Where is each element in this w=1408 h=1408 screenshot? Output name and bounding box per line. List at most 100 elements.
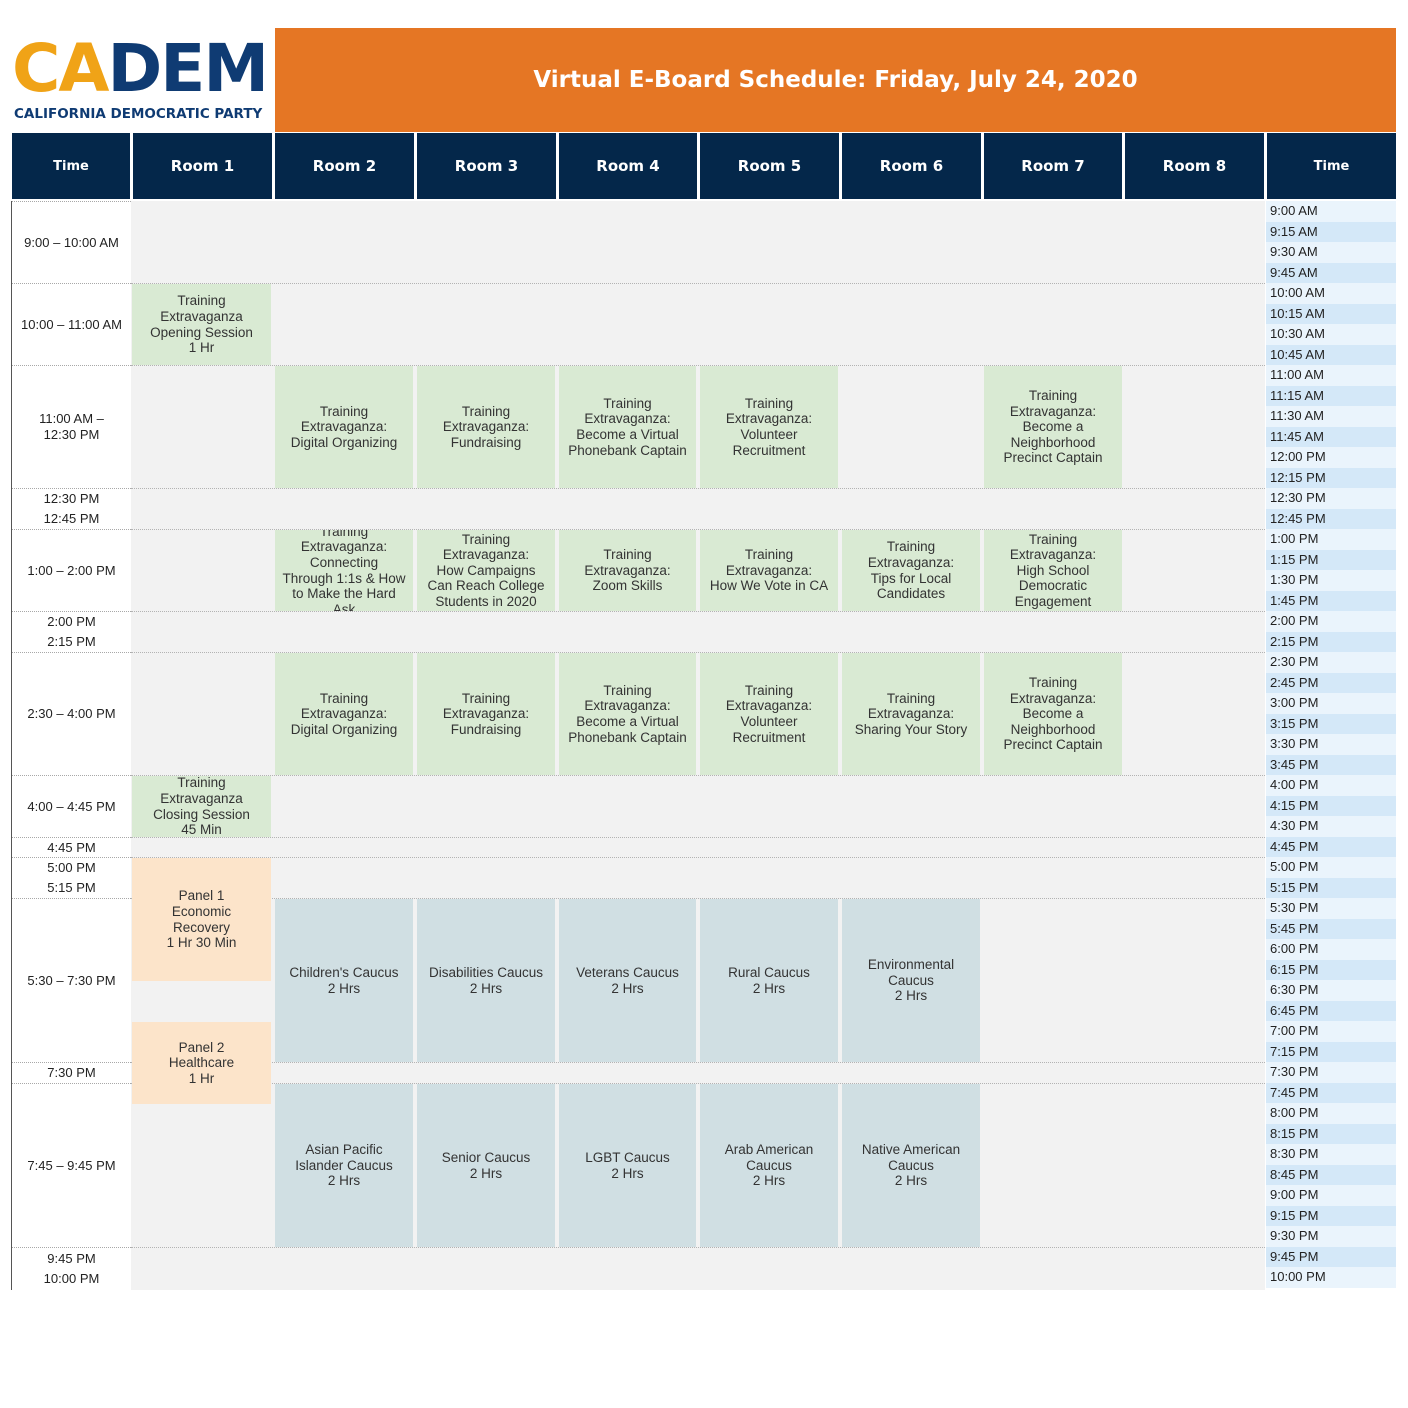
time-label: 9:00 – 10:00 AM (12, 201, 131, 283)
header-time-left: Time (12, 133, 130, 199)
event-training-high-school-engagement: Training Extravaganza: High School Democ… (984, 530, 1122, 611)
time-slot: 10:30 AM (1266, 324, 1396, 345)
time-label: 10:00 – 11:00 AM (12, 283, 131, 365)
time-slot: 8:00 PM (1266, 1103, 1396, 1124)
time-slot: 1:00 PM (1266, 529, 1396, 550)
header-room-4: Room 4 (559, 133, 697, 199)
time-slot: 6:30 PM (1266, 980, 1396, 1001)
time-slot: 8:30 PM (1266, 1144, 1396, 1165)
time-slot: 9:30 PM (1266, 1226, 1396, 1247)
time-slot: 2:45 PM (1266, 672, 1396, 693)
header-room-1: Room 1 (133, 133, 272, 199)
time-label: 2:30 – 4:00 PM (12, 652, 131, 775)
event-training-local-candidates: Training Extravaganza: Tips for Local Ca… (842, 530, 980, 611)
event-caucus-senior: Senior Caucus 2 Hrs (417, 1084, 555, 1247)
time-slot: 3:45 PM (1266, 754, 1396, 775)
time-slot: 10:15 AM (1266, 303, 1396, 324)
row-divider (131, 611, 1265, 612)
event-training-college-students: Training Extravaganza: How Campaigns Can… (417, 530, 555, 611)
event-panel-economic-recovery: Panel 1 Economic Recovery 1 Hr 30 Min (132, 858, 271, 981)
event-training-opening-session: Training Extravaganza Opening Session 1 … (132, 284, 271, 365)
time-slot: 5:15 PM (1266, 877, 1396, 898)
event-training-volunteer-recruitment: Training Extravaganza: Volunteer Recruit… (700, 366, 838, 488)
time-slot: 9:45 PM (1266, 1246, 1396, 1267)
title-banner: Virtual E-Board Schedule: Friday, July 2… (275, 28, 1396, 132)
time-slot: 7:00 PM (1266, 1021, 1396, 1042)
time-slot: 9:15 AM (1266, 221, 1396, 242)
time-slot: 11:15 AM (1266, 385, 1396, 406)
event-caucus-native-american: Native American Caucus 2 Hrs (842, 1084, 980, 1247)
time-slot: 4:15 PM (1266, 795, 1396, 816)
event-training-volunteer-recruitment: Training Extravaganza: Volunteer Recruit… (700, 653, 838, 775)
time-slot: 11:30 AM (1266, 406, 1396, 427)
time-slot: 9:45 AM (1266, 262, 1396, 283)
event-training-closing-session: Training Extravaganza Closing Session 45… (132, 776, 271, 837)
header-time-right: Time (1267, 133, 1396, 199)
row-divider (131, 1062, 1265, 1063)
time-label: 4:00 – 4:45 PM (12, 775, 131, 837)
time-slot: 7:45 PM (1266, 1082, 1396, 1103)
event-training-digital-organizing: Training Extravaganza: Digital Organizin… (275, 366, 413, 488)
time-slot: 7:15 PM (1266, 1041, 1396, 1062)
time-slot: 1:45 PM (1266, 590, 1396, 611)
time-slot: 9:00 PM (1266, 1185, 1396, 1206)
event-caucus-asian-pacific-islander: Asian Pacific Islander Caucus 2 Hrs (275, 1084, 413, 1247)
row-divider (131, 652, 1265, 653)
row-divider (131, 488, 1265, 489)
time-slot: 3:00 PM (1266, 693, 1396, 714)
header-room-8: Room 8 (1125, 133, 1264, 199)
time-slot: 8:15 PM (1266, 1123, 1396, 1144)
event-training-zoom-skills: Training Extravaganza: Zoom Skills (559, 530, 696, 611)
time-slot: 8:45 PM (1266, 1164, 1396, 1185)
time-label: 7:30 PM (12, 1062, 131, 1083)
event-caucus-veterans: Veterans Caucus 2 Hrs (559, 899, 696, 1062)
row-divider (131, 837, 1265, 838)
time-label: 2:00 PM 2:15 PM (12, 611, 131, 652)
event-caucus-lgbt: LGBT Caucus 2 Hrs (559, 1084, 696, 1247)
time-slot: 1:15 PM (1266, 549, 1396, 570)
header-room-3: Room 3 (417, 133, 556, 199)
time-label: 5:00 PM 5:15 PM (12, 857, 131, 898)
row-divider (131, 775, 1265, 776)
time-label: 1:00 – 2:00 PM (12, 529, 131, 611)
event-training-sharing-your-story: Training Extravaganza: Sharing Your Stor… (842, 653, 980, 775)
page-title: Virtual E-Board Schedule: Friday, July 2… (533, 67, 1138, 93)
time-slot: 12:30 PM (1266, 488, 1396, 509)
time-slot: 12:15 PM (1266, 467, 1396, 488)
row-divider (131, 1247, 1265, 1248)
event-training-phonebank-captain: Training Extravaganza: Become a Virtual … (559, 366, 696, 488)
row-divider (131, 283, 1265, 284)
time-label: 11:00 AM – 12:30 PM (12, 365, 131, 488)
event-panel-healthcare: Panel 2 Healthcare 1 Hr (132, 1022, 271, 1104)
event-training-digital-organizing: Training Extravaganza: Digital Organizin… (275, 653, 413, 775)
header-room-7: Room 7 (984, 133, 1122, 199)
row-divider (131, 365, 1265, 366)
header-room-2: Room 2 (275, 133, 414, 199)
time-slot: 9:30 AM (1266, 242, 1396, 263)
time-slot: 1:30 PM (1266, 570, 1396, 591)
time-label: 5:30 – 7:30 PM (12, 898, 131, 1062)
header-room-5: Room 5 (700, 133, 839, 199)
time-slot: 4:00 PM (1266, 775, 1396, 796)
time-slot: 11:00 AM (1266, 365, 1396, 386)
event-caucus-disabilities: Disabilities Caucus 2 Hrs (417, 899, 555, 1062)
header-room-6: Room 6 (842, 133, 981, 199)
time-slot: 5:00 PM (1266, 857, 1396, 878)
event-caucus-environmental: Environmental Caucus 2 Hrs (842, 899, 980, 1062)
event-caucus-childrens: Children's Caucus 2 Hrs (275, 899, 413, 1062)
logo-subtitle: CALIFORNIA DEMOCRATIC PARTY (14, 106, 263, 122)
time-slot: 7:30 PM (1266, 1062, 1396, 1083)
time-slot: 2:15 PM (1266, 631, 1396, 652)
time-slot: 6:00 PM (1266, 939, 1396, 960)
row-divider (131, 529, 1265, 530)
event-training-precinct-captain: Training Extravaganza: Become a Neighbor… (984, 366, 1122, 488)
event-caucus-arab-american: Arab American Caucus 2 Hrs (700, 1084, 838, 1247)
time-slot: 4:30 PM (1266, 816, 1396, 837)
cadem-logo: CADEM CALIFORNIA DEMOCRATIC PARTY (12, 36, 274, 130)
time-slot: 2:00 PM (1266, 611, 1396, 632)
row-divider (131, 898, 1265, 899)
time-slot: 4:45 PM (1266, 836, 1396, 857)
event-caucus-rural: Rural Caucus 2 Hrs (700, 899, 838, 1062)
event-training-phonebank-captain: Training Extravaganza: Become a Virtual … (559, 653, 696, 775)
time-slot: 5:45 PM (1266, 918, 1396, 939)
